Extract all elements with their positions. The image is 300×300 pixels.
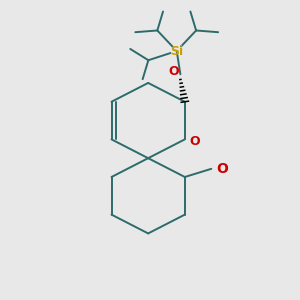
Text: O: O bbox=[216, 162, 228, 176]
Text: Si: Si bbox=[170, 44, 183, 58]
Text: O: O bbox=[189, 134, 200, 148]
Text: O: O bbox=[169, 65, 179, 78]
